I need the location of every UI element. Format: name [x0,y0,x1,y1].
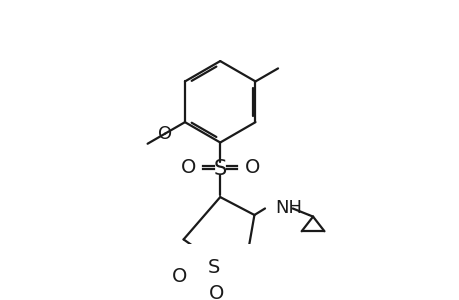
Text: S: S [213,159,226,178]
Text: NH: NH [274,199,301,217]
Text: O: O [158,124,172,142]
Text: O: O [208,284,224,300]
Text: O: O [244,158,259,177]
Text: S: S [207,258,219,277]
Text: O: O [180,158,196,177]
Text: O: O [171,267,186,286]
